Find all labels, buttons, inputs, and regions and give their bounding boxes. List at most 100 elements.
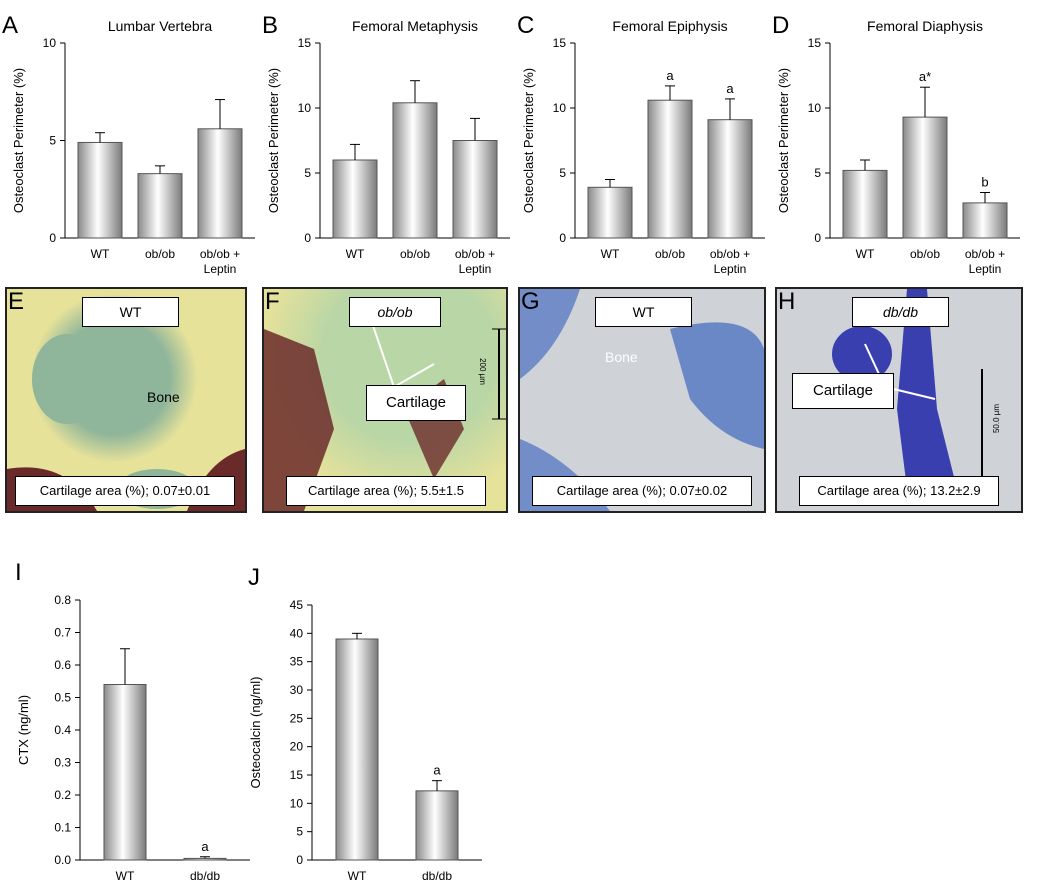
bar-ob-ob	[137, 173, 183, 239]
x-tick-label: WT	[346, 247, 365, 261]
y-axis-label: Osteocalcin (ng/ml)	[248, 677, 263, 789]
x-tick-label: ob/ob + Leptin	[965, 247, 1005, 276]
y-tick-label: 0	[304, 231, 311, 245]
y-tick-label: 45	[290, 598, 304, 612]
cartilage-label: Cartilage	[792, 373, 894, 409]
y-tick-label: 5	[304, 166, 311, 180]
x-tick-label: ob/ob	[400, 247, 430, 261]
x-tick-label: WT	[91, 247, 110, 261]
bar-wt	[335, 638, 379, 861]
y-tick-label: 25	[290, 711, 304, 725]
x-tick-label: ob/ob	[655, 247, 685, 261]
panel-label-f: F	[265, 288, 280, 315]
panel-label-j: J	[248, 564, 260, 591]
bar-ob-ob-leptin	[197, 128, 243, 239]
y-tick-label: 0	[814, 231, 821, 245]
panel-label-b: B	[262, 12, 278, 39]
y-tick-label: 5	[559, 166, 566, 180]
y-axis-label: CTX (ng/ml)	[16, 695, 31, 765]
y-tick-label: 20	[290, 740, 304, 754]
panel-label-a: A	[2, 12, 18, 39]
y-tick-label: 10	[290, 796, 304, 810]
y-tick-label: 10	[553, 101, 567, 115]
y-tick-label: 5	[49, 134, 56, 148]
micrograph-g: WT Bone Cartilage area (%); 0.07±0.02	[518, 287, 766, 513]
y-tick-label: 0	[49, 231, 56, 245]
bone-label: Bone	[605, 349, 638, 365]
x-tick-label: WT	[856, 247, 875, 261]
cartilage-area-caption: Cartilage area (%); 0.07±0.02	[532, 476, 752, 506]
y-tick-label: 5	[814, 166, 821, 180]
micrograph-e: WT Bone Cartilage area (%); 0.07±0.01	[5, 287, 247, 513]
bar-ob-ob-leptin	[452, 140, 498, 239]
significance-label: a	[433, 763, 441, 778]
bar-wt	[587, 186, 633, 239]
bar-wt	[77, 141, 123, 239]
y-tick-label: 0.7	[54, 626, 71, 640]
significance-label: a*	[919, 69, 931, 84]
cartilage-area-caption: Cartilage area (%); 0.07±0.01	[15, 476, 235, 506]
bar-db-db	[183, 857, 227, 861]
y-axis-label: Osteoclast Perimeter (%)	[776, 68, 791, 213]
bar-ob-ob-leptin	[962, 202, 1008, 239]
panel-label-i: I	[15, 559, 22, 586]
y-tick-label: 0	[559, 231, 566, 245]
cartilage-label: Cartilage	[366, 385, 466, 421]
y-tick-label: 10	[808, 101, 822, 115]
cartilage-area-caption: Cartilage area (%); 13.2±2.9	[799, 476, 999, 506]
bar-ob-ob-leptin	[707, 119, 753, 239]
chart-title: Femoral Metaphysis	[352, 18, 478, 34]
panel-label-c: C	[517, 12, 534, 39]
significance-label: a	[201, 839, 209, 854]
panel-label-h: H	[778, 288, 796, 315]
y-tick-label: 10	[43, 36, 57, 50]
y-tick-label: 0.4	[54, 723, 71, 737]
genotype-tag: WT	[595, 297, 692, 327]
chart-title: Femoral Epiphysis	[612, 18, 727, 34]
x-tick-label: WT	[348, 869, 367, 883]
bar-ob-ob	[647, 99, 693, 239]
y-tick-label: 15	[290, 768, 304, 782]
chart-title: Lumbar Vertebra	[108, 18, 212, 34]
micrograph-h: db/db Cartilage 50.0 µm Cartilage area (…	[775, 287, 1023, 513]
y-tick-label: 35	[290, 655, 304, 669]
bar-wt	[103, 684, 147, 861]
genotype-tag: ob/ob	[349, 297, 441, 327]
x-tick-label: db/db	[190, 869, 220, 883]
y-axis-label: Osteoclast Perimeter (%)	[11, 68, 26, 213]
scale-bar-label: 200 µm	[477, 358, 487, 385]
y-tick-label: 0.1	[54, 821, 71, 835]
x-tick-label: WT	[116, 869, 135, 883]
genotype-tag: db/db	[852, 297, 949, 327]
significance-label: a	[666, 68, 674, 83]
bar-ob-ob	[902, 116, 948, 239]
x-tick-label: ob/ob + Leptin	[200, 247, 240, 276]
y-tick-label: 15	[808, 36, 822, 50]
panel-label-d: D	[772, 12, 789, 39]
y-tick-label: 30	[290, 683, 304, 697]
y-tick-label: 0.3	[54, 756, 71, 770]
panel-label-g: G	[521, 288, 540, 315]
scale-bar-label: 50.0 µm	[992, 403, 1002, 434]
x-tick-label: ob/ob	[910, 247, 940, 261]
y-axis-label: Osteoclast Perimeter (%)	[266, 68, 281, 213]
chart-title: Femoral Diaphysis	[867, 18, 983, 34]
y-tick-label: 0.5	[54, 691, 71, 705]
significance-label: a	[726, 81, 734, 96]
panel-label-e: E	[8, 288, 25, 315]
bar-wt	[332, 159, 378, 239]
cartilage-area-caption: Cartilage area (%); 5.5±1.5	[286, 476, 486, 506]
y-tick-label: 0	[296, 853, 303, 867]
y-tick-label: 40	[290, 626, 304, 640]
x-tick-label: db/db	[422, 869, 452, 883]
x-tick-label: ob/ob + Leptin	[455, 247, 495, 276]
bar-ob-ob	[392, 102, 438, 239]
bone-label: Bone	[147, 389, 180, 405]
y-tick-label: 0.6	[54, 658, 71, 672]
y-tick-label: 15	[298, 36, 312, 50]
bar-db-db	[415, 790, 459, 861]
genotype-tag: WT	[82, 297, 179, 327]
y-tick-label: 5	[296, 825, 303, 839]
